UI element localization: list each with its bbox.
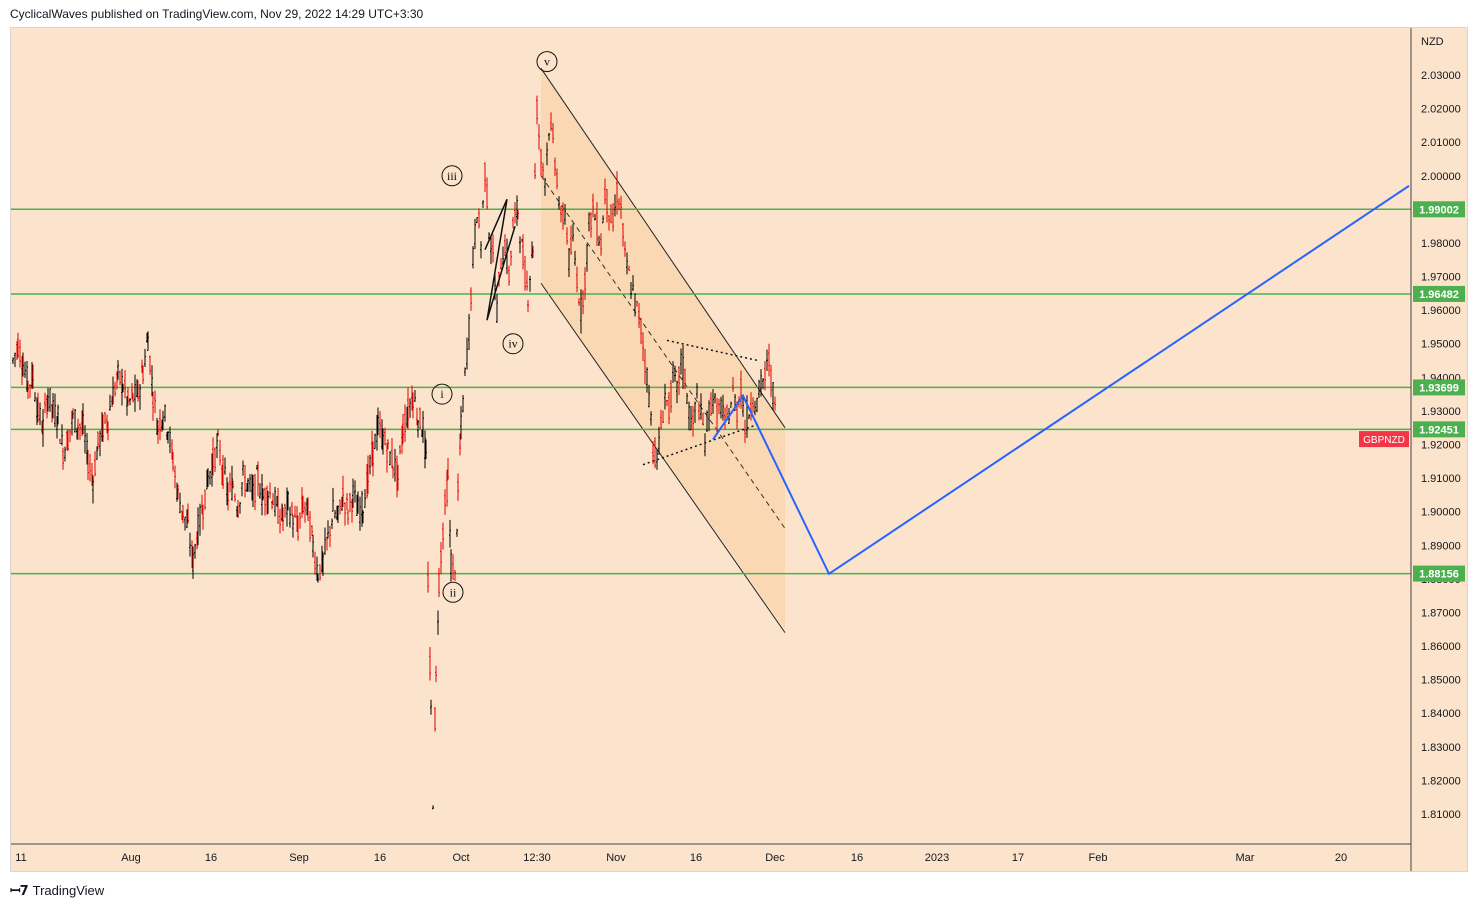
- wave-label: ii: [450, 585, 457, 599]
- level-badge: [1413, 565, 1465, 582]
- tradingview-logo-icon: ꟷ7: [10, 884, 29, 899]
- y-tick-label: 2.01000: [1421, 137, 1461, 149]
- x-tick-label: Oct: [452, 852, 469, 864]
- x-tick-label: 16: [851, 852, 863, 864]
- currency-label: NZD: [1421, 36, 1444, 48]
- x-tick-label: 2023: [925, 852, 949, 864]
- publish-info: CyclicalWaves published on TradingView.c…: [10, 7, 424, 21]
- y-tick-label: 2.03000: [1421, 70, 1461, 82]
- chart-area[interactable]: i ii iii iv v NZD 2.03000 2.02000 2.01000 2.0000…: [10, 27, 1468, 872]
- level-badge-label: 1.92451: [1419, 424, 1459, 436]
- level-badge: [1413, 201, 1465, 218]
- level-badge-label: 1.99002: [1419, 204, 1459, 216]
- x-tick-label: 12:30: [523, 852, 551, 864]
- x-tick-label: Aug: [121, 852, 141, 864]
- y-tick-label: 1.87000: [1421, 607, 1461, 619]
- y-tick-label: 1.96000: [1421, 305, 1461, 317]
- level-badge: [1413, 285, 1465, 302]
- y-tick-label: 1.98000: [1421, 238, 1461, 250]
- wedge-drawing: [484, 198, 516, 321]
- x-tick-label: Dec: [765, 852, 785, 864]
- triangle-lower-line: [642, 423, 759, 466]
- x-tick-label: Sep: [289, 852, 309, 864]
- symbol-badge: [1359, 431, 1409, 448]
- channel-mid-line: [540, 175, 786, 529]
- wave-label-circle: [442, 581, 464, 603]
- wave-label-circle: [502, 333, 524, 355]
- brand-name: TradingView: [32, 882, 105, 898]
- y-tick-label: 1.95000: [1421, 339, 1461, 351]
- level-badge: [1413, 379, 1465, 396]
- y-tick-label: 1.97000: [1421, 272, 1461, 284]
- level-badge-label: 1.96482: [1419, 289, 1459, 301]
- projection-path: [712, 185, 1410, 576]
- wave-label-circle: [536, 51, 558, 73]
- x-tick-label: 17: [1012, 852, 1024, 864]
- y-tick-label: 1.89000: [1421, 540, 1461, 552]
- wave-label: v: [544, 55, 550, 69]
- y-tick-label: 1.93000: [1421, 406, 1461, 418]
- channel-upper-line: [540, 68, 786, 428]
- symbol-badge-label: GBPNZD: [1363, 435, 1405, 446]
- y-tick-label: 2.02000: [1421, 104, 1461, 116]
- y-tick-label: 1.83000: [1421, 742, 1461, 754]
- y-tick-label: 1.92000: [1421, 440, 1461, 452]
- level-badge-label: 1.93699: [1419, 382, 1459, 394]
- x-tick-label: 11: [15, 852, 26, 864]
- channel-fill: [541, 68, 785, 630]
- x-tick-label: 16: [690, 852, 702, 864]
- x-tick-label: 20: [1335, 852, 1347, 864]
- y-tick-label: 1.84000: [1421, 708, 1461, 720]
- wave-label: i: [440, 387, 444, 401]
- y-tick-label: 1.90000: [1421, 507, 1461, 519]
- x-tick-label: 16: [374, 852, 386, 864]
- x-tick-label: Feb: [1089, 852, 1108, 864]
- wave-label: iv: [508, 337, 517, 351]
- x-tick-label: Nov: [606, 852, 626, 864]
- y-tick-label: 1.81000: [1421, 809, 1461, 821]
- wave-label: iii: [447, 169, 458, 183]
- triangle-upper-line: [666, 339, 759, 362]
- wave-label-circle: [441, 165, 463, 187]
- y-tick-label: 1.85000: [1421, 675, 1461, 687]
- level-badge: [1413, 421, 1465, 438]
- y-tick-label: 1.91000: [1421, 473, 1461, 485]
- level-badge-label: 1.88156: [1419, 569, 1459, 581]
- wave-label-circle: [431, 383, 453, 405]
- y-tick-label: 1.86000: [1421, 641, 1461, 653]
- x-tick-label: Mar: [1236, 852, 1255, 864]
- y-tick-label: 2.00000: [1421, 171, 1461, 183]
- footer: ꟷ7 TradingView: [10, 880, 104, 900]
- x-tick-label: 16: [205, 852, 217, 864]
- y-tick-label: 1.82000: [1421, 775, 1461, 787]
